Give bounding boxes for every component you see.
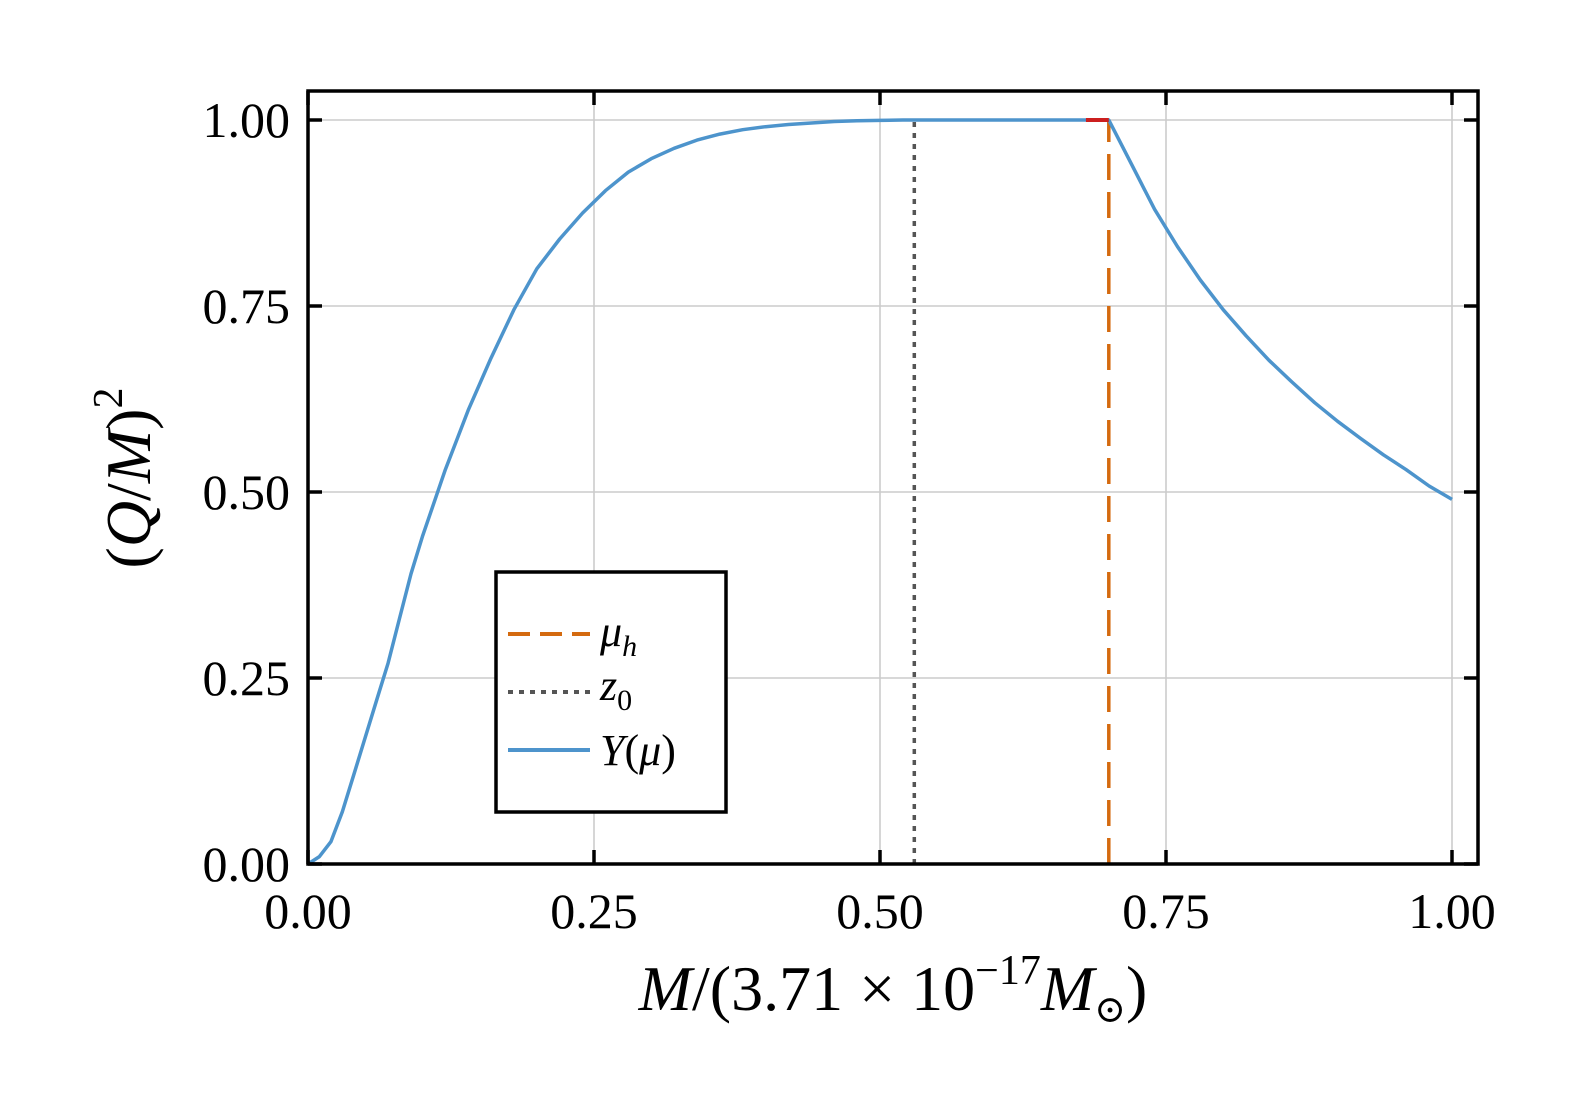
y-tick-label-4: 1.00 [203, 92, 291, 148]
legend-label-y-mu: Y(μ) [600, 726, 676, 775]
y-label-m: M [93, 426, 164, 484]
y-tick-label-1: 0.25 [203, 650, 291, 706]
x-label-m: M [638, 953, 696, 1024]
legend-label-z0: z0 [599, 661, 632, 717]
y-label-exponent: 2 [86, 388, 132, 409]
axis-ticks [306, 91, 1478, 866]
legend-y-mu: μ [638, 726, 661, 775]
y-label-q: Q [93, 501, 164, 547]
legend-y-paren: ( [624, 726, 639, 775]
y-label-slash: / [93, 483, 164, 501]
x-label-exponent: −17 [975, 948, 1041, 994]
legend-y-main: Y [600, 726, 629, 775]
x-label-msun: M [1040, 953, 1098, 1024]
y-label-open: ( [93, 547, 164, 568]
x-axis-label: M/(3.71 × 10−17M⊙) [638, 948, 1148, 1031]
x-tick-label-4: 1.00 [1408, 883, 1496, 939]
y-tick-labels: 0.00 0.25 0.50 0.75 1.00 [203, 92, 291, 892]
y-tick-label-0: 0.00 [203, 836, 291, 892]
y-axis-label: (Q/M)2 [86, 388, 164, 569]
series-layer [307, 118, 1453, 866]
legend-z0-sub: 0 [617, 684, 632, 717]
legend-mu-h-sub: h [622, 630, 637, 663]
x-label-sun-symbol: ⊙ [1094, 989, 1126, 1031]
x-tick-label-0: 0.00 [264, 883, 352, 939]
x-tick-label-1: 0.25 [550, 883, 638, 939]
legend-label-mu-h: μh [599, 607, 637, 663]
y-tick-label-3: 0.75 [203, 278, 291, 334]
legend: μh z0 Y(μ) [494, 570, 728, 814]
x-tick-label-3: 0.75 [1122, 883, 1210, 939]
x-tick-label-2: 0.50 [836, 883, 924, 939]
legend-y-close: ) [661, 726, 676, 775]
grid-lines [307, 91, 1478, 865]
x-label-middle: /(3.71 × 10 [692, 953, 975, 1024]
legend-z0-main: z [599, 661, 617, 710]
x-label-close: ) [1126, 953, 1147, 1024]
x-tick-labels: 0.00 0.25 0.50 0.75 1.00 [264, 883, 1496, 939]
legend-mu-h-main: μ [599, 607, 622, 656]
y-tick-label-2: 0.50 [203, 464, 291, 520]
plot-frame [306, 89, 1480, 866]
y-label-close: ) [93, 409, 164, 430]
series-y-mu-line [307, 118, 1453, 866]
